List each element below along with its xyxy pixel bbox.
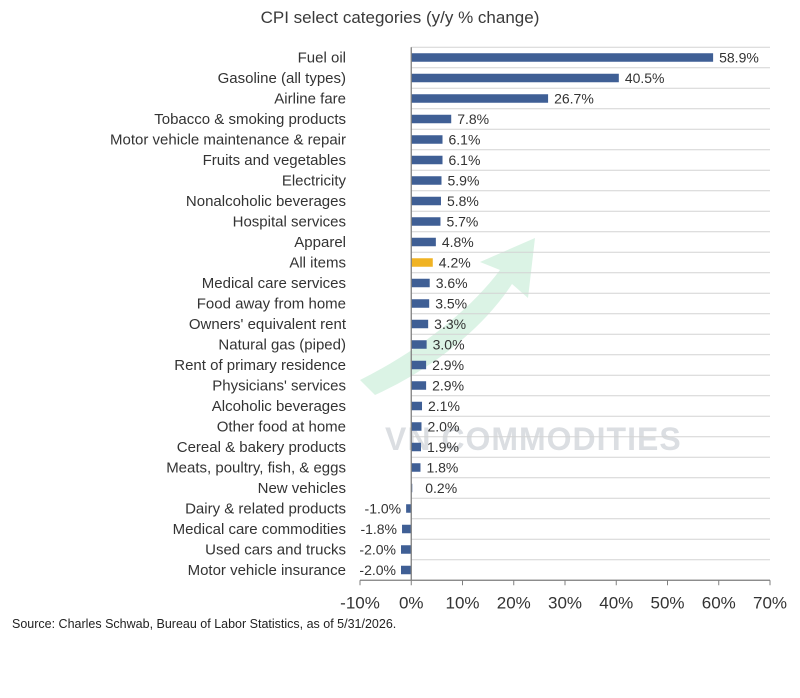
value-label: 7.8%	[457, 111, 489, 127]
category-label: Electricity	[282, 173, 347, 190]
value-label: -2.0%	[359, 542, 396, 558]
value-label: 2.9%	[432, 378, 464, 394]
bar	[411, 217, 441, 226]
category-label: New vehicles	[258, 480, 346, 497]
value-label: -2.0%	[359, 562, 396, 578]
bar	[411, 237, 436, 247]
x-tick-label: 10%	[445, 593, 479, 610]
watermark-text: VN COMMODITIES	[385, 421, 682, 457]
category-label: Used cars and trucks	[205, 542, 346, 559]
bar	[401, 565, 412, 575]
value-label: 6.1%	[449, 132, 481, 148]
bar	[411, 155, 443, 165]
bar	[402, 524, 412, 534]
bar	[411, 53, 714, 62]
value-label: 58.9%	[719, 50, 759, 66]
value-label: 4.8%	[442, 234, 474, 250]
category-label: Rent of primary residence	[174, 357, 346, 374]
value-label: 2.0%	[428, 419, 460, 435]
category-label: Alcoholic beverages	[212, 398, 346, 415]
bar-highlight	[411, 258, 433, 267]
value-label: 2.9%	[432, 357, 464, 373]
watermark-logo: VN COMMODITIES	[360, 238, 682, 457]
value-label: 26.7%	[554, 91, 594, 107]
category-label: Hospital services	[233, 214, 346, 231]
category-label: Natural gas (piped)	[218, 337, 346, 354]
x-tick-label: 20%	[497, 593, 531, 610]
value-label: 2.1%	[428, 398, 460, 414]
source-note: Source: Charles Schwab, Bureau of Labor …	[12, 617, 397, 631]
value-label: 3.6%	[436, 275, 468, 291]
bar-chart: VN COMMODITIES Fuel oil 58.9% Gasoline (al…	[110, 46, 787, 610]
bar	[411, 381, 427, 390]
bar	[411, 73, 619, 83]
bar	[411, 319, 429, 329]
category-label: Apparel	[294, 234, 346, 251]
x-tick-label: 0%	[399, 593, 424, 610]
x-tick-label: 60%	[702, 593, 736, 610]
category-label: Dairy & related products	[185, 501, 346, 518]
category-label: Fruits and vegetables	[203, 152, 346, 169]
bar	[411, 94, 549, 103]
bar	[411, 196, 441, 206]
category-label: Motor vehicle maintenance & repair	[110, 132, 346, 149]
category-label: Other food at home	[217, 419, 346, 436]
category-label: All items	[289, 255, 346, 272]
bar	[401, 545, 412, 554]
bar	[411, 422, 422, 431]
bar	[411, 278, 430, 288]
value-label: 1.8%	[426, 460, 458, 476]
value-label: 5.9%	[447, 173, 479, 189]
bar	[411, 114, 452, 124]
bar	[411, 340, 427, 349]
value-label: -1.0%	[365, 501, 402, 517]
watermark-arrow-icon	[360, 238, 535, 395]
category-label: Gasoline (all types)	[218, 70, 346, 87]
category-label: Motor vehicle insurance	[188, 562, 346, 579]
category-label: Medical care commodities	[173, 521, 346, 538]
value-label: 3.3%	[434, 316, 466, 332]
bar	[411, 442, 421, 452]
x-tick-label: -10%	[340, 593, 380, 610]
chart-title: CPI select categories (y/y % change)	[260, 8, 540, 27]
category-label: Medical care services	[202, 275, 346, 292]
value-label: 1.9%	[427, 439, 459, 455]
value-label: 5.7%	[446, 214, 478, 230]
bar	[411, 463, 421, 472]
category-label: Cereal & bakery products	[177, 439, 346, 456]
bar	[411, 176, 442, 185]
value-label: 40.5%	[625, 70, 665, 86]
category-label: Fuel oil	[298, 50, 346, 67]
bar	[406, 504, 412, 513]
bar	[411, 360, 427, 370]
value-label: 0.2%	[425, 480, 457, 496]
x-tick-label: 40%	[599, 593, 633, 610]
category-label: Food away from home	[197, 296, 346, 313]
bar	[411, 401, 423, 411]
category-label: Owners' equivalent rent	[189, 316, 347, 333]
x-tick-label: 50%	[650, 593, 684, 610]
value-label: 6.1%	[449, 152, 481, 168]
value-label: 5.8%	[447, 193, 479, 209]
value-label: 3.5%	[435, 296, 467, 312]
category-label: Meats, poultry, fish, & eggs	[166, 460, 346, 477]
category-label: Airline fare	[274, 91, 346, 108]
value-label: 4.2%	[439, 255, 471, 271]
category-label: Nonalcoholic beverages	[186, 193, 346, 210]
x-tick-label: 70%	[753, 593, 787, 610]
value-label: 3.0%	[433, 337, 465, 353]
value-label: -1.8%	[360, 521, 397, 537]
x-tick-label: 30%	[548, 593, 582, 610]
bar	[411, 135, 443, 144]
category-label: Physicians' services	[212, 378, 346, 395]
bar	[411, 299, 430, 308]
category-label: Tobacco & smoking products	[154, 111, 346, 128]
